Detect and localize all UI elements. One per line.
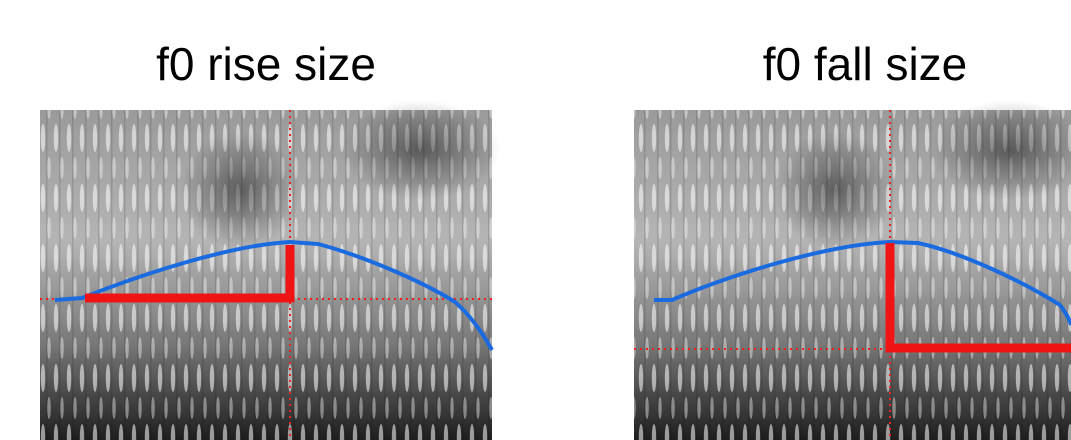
fall-panel: f0 fall size — [634, 38, 1071, 440]
dark-region — [775, 130, 895, 250]
rise-panel: f0 rise size — [40, 38, 500, 440]
dark-region — [340, 100, 500, 200]
panel-title: f0 fall size — [763, 38, 968, 90]
panel-title: f0 rise size — [156, 38, 376, 90]
dark-region — [180, 130, 300, 250]
figure: f0 rise size f0 fall size — [0, 0, 1071, 440]
page: f0 rise size f0 fall size (() => { const… — [0, 0, 1071, 440]
